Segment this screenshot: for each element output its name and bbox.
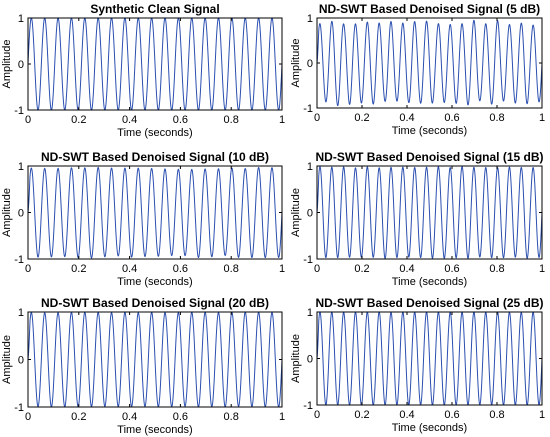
x-axis-label: Time (seconds)	[117, 424, 192, 436]
subplot-6: ND-SWT Based Denoised Signal (25 dB) 0 0.2…	[290, 296, 545, 434]
x-tick-label: 0.4	[122, 263, 137, 275]
x-tick-label: 0	[314, 409, 320, 421]
x-axis-label: Time (seconds)	[392, 422, 467, 434]
y-tick-label: 1	[307, 13, 313, 25]
x-tick-label: 0.2	[71, 114, 86, 126]
x-tick-label: 0.8	[489, 263, 504, 275]
y-tick-label: 1	[18, 161, 24, 173]
x-tick-label: 0.6	[173, 263, 188, 275]
y-tick-label: 0	[307, 208, 313, 220]
y-tick-label: 1	[307, 161, 313, 173]
x-tick-label: 0.4	[399, 112, 414, 124]
signal-line	[316, 166, 543, 259]
y-tick-label: 1	[307, 307, 313, 319]
y-axis-label: Amplitude	[1, 40, 13, 89]
y-tick-label: 0	[307, 58, 313, 70]
x-tick-label: 0	[314, 263, 320, 275]
subplot-5: ND-SWT Based Denoised Signal (20 dB) 0 0.2…	[1, 296, 285, 436]
x-axis-label: Time (seconds)	[392, 276, 467, 288]
signal-line	[27, 166, 283, 259]
x-tick-label: 1	[539, 263, 545, 275]
x-tick-label: 0	[314, 112, 320, 124]
y-tick-label: -1	[303, 254, 313, 266]
signal-line	[316, 311, 543, 406]
y-axis-label: Amplitude	[290, 188, 302, 237]
x-tick-label: 0	[25, 411, 31, 423]
subplot-title: ND-SWT Based Denoised Signal (25 dB)	[315, 296, 543, 310]
x-tick-label: 1	[539, 112, 545, 124]
y-tick-label: 0	[18, 355, 24, 367]
x-tick-label: 0.2	[71, 411, 86, 423]
x-axis-label: Time (seconds)	[117, 276, 192, 288]
y-tick-label: 0	[18, 208, 24, 220]
subplot-title: ND-SWT Based Denoised Signal (15 dB)	[315, 150, 543, 164]
x-tick-label: 0.4	[122, 411, 137, 423]
y-axis-label: Amplitude	[1, 335, 13, 384]
y-tick-label: 1	[18, 307, 24, 319]
x-axis-label: Time (seconds)	[117, 127, 192, 139]
x-axis-label: Time (seconds)	[392, 125, 467, 137]
x-tick-label: 0.6	[173, 411, 188, 423]
x-tick-label: 0.2	[354, 112, 369, 124]
y-axis-label: Amplitude	[1, 188, 13, 237]
x-tick-label: 1	[279, 114, 285, 126]
y-tick-label: 0	[307, 354, 313, 366]
x-tick-label: 1	[279, 411, 285, 423]
x-tick-label: 0.4	[399, 263, 414, 275]
subplot-title: ND-SWT Based Denoised Signal (20 dB)	[41, 296, 269, 310]
x-tick-label: 0.8	[489, 112, 504, 124]
y-tick-label: -1	[14, 402, 24, 414]
x-tick-label: 1	[539, 409, 545, 421]
y-axis-label: Amplitude	[290, 39, 302, 88]
signal-line	[27, 311, 283, 408]
x-tick-label: 0	[25, 263, 31, 275]
subplot-title: ND-SWT Based Denoised Signal (10 dB)	[41, 150, 269, 164]
x-tick-label: 0.2	[71, 263, 86, 275]
y-axis-label: Amplitude	[290, 334, 302, 383]
subplot-4: ND-SWT Based Denoised Signal (15 dB) 0 0.2…	[290, 150, 545, 288]
x-tick-label: 0.8	[224, 263, 239, 275]
x-tick-label: 0.4	[122, 114, 137, 126]
x-tick-label: 0.2	[354, 409, 369, 421]
subplot-2: ND-SWT Based Denoised Signal (5 dB) 0 0.2 0…	[290, 2, 545, 137]
signal-line	[316, 19, 543, 107]
x-tick-label: 0.6	[444, 409, 459, 421]
subplot-3: ND-SWT Based Denoised Signal (10 dB) 0 0.2…	[1, 150, 285, 288]
y-tick-label: -1	[14, 105, 24, 117]
y-tick-label: 1	[18, 13, 24, 25]
x-tick-label: 0	[25, 114, 31, 126]
x-tick-label: 0.6	[173, 114, 188, 126]
subplot-title: ND-SWT Based Denoised Signal (5 dB)	[319, 2, 540, 16]
subplot-title: Synthetic Clean Signal	[90, 2, 219, 16]
x-tick-label: 0.8	[489, 409, 504, 421]
x-tick-label: 1	[279, 263, 285, 275]
x-tick-label: 0.2	[354, 263, 369, 275]
x-tick-label: 0.8	[224, 114, 239, 126]
y-tick-label: -1	[303, 103, 313, 115]
signal-line	[27, 17, 283, 111]
x-tick-label: 0.8	[224, 411, 239, 423]
x-tick-label: 0.4	[399, 409, 414, 421]
y-tick-label: -1	[14, 254, 24, 266]
x-tick-label: 0.6	[444, 263, 459, 275]
y-tick-label: -1	[303, 400, 313, 412]
y-tick-label: 0	[18, 59, 24, 71]
x-tick-label: 0.6	[444, 112, 459, 124]
